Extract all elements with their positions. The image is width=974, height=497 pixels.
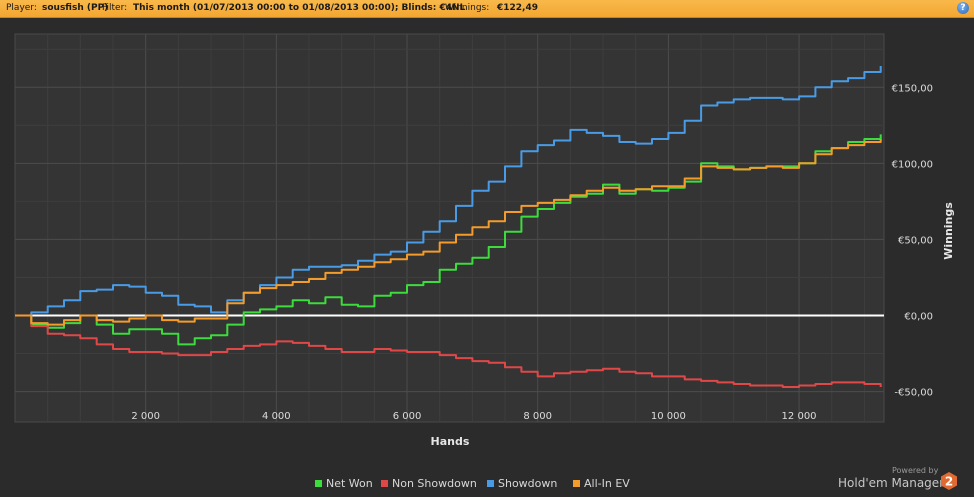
legend-item[interactable]: All-In EV bbox=[573, 477, 630, 491]
legend-swatch bbox=[381, 480, 388, 487]
x-tick-label: 12 000 bbox=[782, 411, 817, 422]
y-tick-label: €100,00 bbox=[892, 159, 933, 170]
series-line-all-in-ev bbox=[15, 139, 882, 326]
y-tick-label: €50,00 bbox=[898, 235, 933, 246]
legend: Net Won Non Showdown Showdown All-In EV bbox=[0, 477, 974, 493]
legend-label: All-In EV bbox=[584, 477, 630, 490]
legend-item[interactable]: Net Won bbox=[315, 477, 373, 491]
series-line-showdown bbox=[15, 66, 882, 317]
svg-text:2: 2 bbox=[945, 475, 953, 489]
y-axis-label: Winnings bbox=[942, 202, 955, 260]
legend-item[interactable]: Non Showdown bbox=[381, 477, 477, 491]
hem2-logo-icon: 2 bbox=[941, 472, 957, 490]
x-tick-label: 8 000 bbox=[523, 411, 552, 422]
x-axis-label: Hands bbox=[431, 435, 470, 448]
header-bar: Player: sousfish (PP) Filter: This month… bbox=[0, 0, 974, 18]
y-tick-label: -€50,00 bbox=[894, 388, 933, 399]
player-value: sousfish (PP) bbox=[42, 3, 109, 13]
legend-swatch bbox=[315, 480, 322, 487]
filter-label: Filter: bbox=[102, 3, 128, 13]
legend-label: Net Won bbox=[326, 477, 373, 490]
filter-value: This month (01/07/2013 00:00 to 01/08/20… bbox=[133, 3, 466, 13]
series-line-non-showdown bbox=[15, 314, 882, 388]
x-tick-label: 2 000 bbox=[131, 411, 160, 422]
legend-swatch bbox=[487, 480, 494, 487]
x-axis-ticks: 2 000 4 000 6 000 8 000 10 000 12 000 bbox=[131, 411, 816, 422]
x-tick-label: 6 000 bbox=[393, 411, 422, 422]
legend-item[interactable]: Showdown bbox=[487, 477, 557, 491]
brand-badge: Powered by Hold'em Manager 2 bbox=[830, 464, 972, 496]
legend-label: Non Showdown bbox=[392, 477, 477, 490]
player-label: Player: bbox=[6, 3, 37, 13]
y-tick-label: €0,00 bbox=[904, 311, 933, 322]
y-axis-ticks: -€50,00 €0,00 €50,00 €100,00 €150,00 bbox=[892, 83, 933, 398]
legend-label: Showdown bbox=[498, 477, 558, 490]
brand-name: Hold'em Manager bbox=[838, 476, 945, 490]
legend-swatch bbox=[573, 480, 580, 487]
powered-by-text: Powered by bbox=[892, 466, 939, 475]
x-tick-label: 10 000 bbox=[651, 411, 686, 422]
help-icon[interactable]: ? bbox=[957, 2, 969, 14]
grid bbox=[15, 34, 884, 422]
winnings-chart: 2 000 4 000 6 000 8 000 10 000 12 000 -€50,00… bbox=[14, 33, 955, 448]
winnings-label: Winnings: bbox=[445, 3, 490, 13]
series-lines bbox=[15, 66, 882, 388]
y-tick-label: €150,00 bbox=[892, 83, 933, 94]
winnings-value: €122,49 bbox=[497, 3, 538, 13]
x-tick-label: 4 000 bbox=[262, 411, 291, 422]
